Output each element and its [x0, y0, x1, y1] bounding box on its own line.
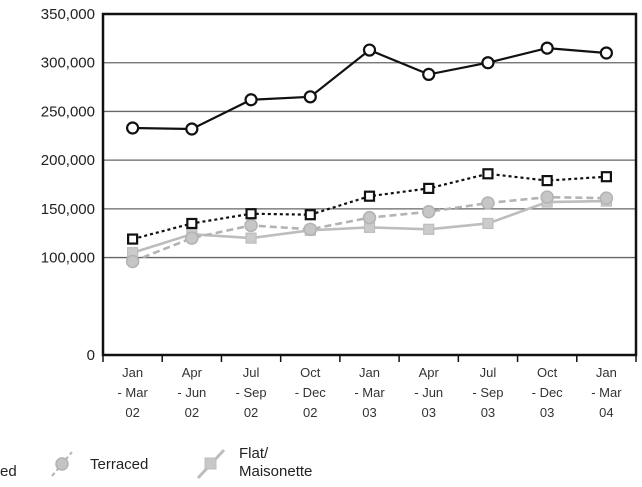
y-tick-label: 300,000: [41, 55, 95, 72]
y-tick-label: 0: [87, 347, 95, 364]
point-series-1: [482, 168, 494, 180]
legend-label-ed: ed: [0, 463, 17, 480]
x-tick-label: Oct - Dec 02: [295, 365, 327, 420]
legend-swatch-flat-maisonette: [196, 448, 226, 480]
point-series-1: [186, 217, 198, 230]
y-tick-label: 100,000: [41, 250, 95, 267]
point-ed: [540, 41, 554, 55]
series-markers: [125, 41, 614, 269]
plot-frame: [101, 12, 638, 357]
point-terraced: [303, 222, 318, 237]
point-terraced: [540, 190, 554, 204]
point-series-1: [423, 182, 435, 194]
point-terraced: [244, 218, 258, 233]
point-terraced: [421, 205, 436, 219]
x-tick-label: Apr - Jun 02: [177, 365, 206, 420]
x-tick-label: Jan - Mar 04: [591, 365, 622, 420]
legend-label-terraced: Terraced: [90, 456, 148, 473]
y-tick-label: 250,000: [41, 103, 95, 120]
point-ed: [126, 121, 140, 135]
legend-label-flat-line2: Maisonette: [239, 463, 312, 480]
point-ed: [244, 93, 258, 107]
point-series-1: [541, 175, 553, 187]
point-ed: [422, 67, 436, 82]
legend-swatch-terraced: [51, 451, 73, 477]
point-terraced: [185, 231, 199, 245]
point-series-1: [363, 190, 376, 202]
point-ed: [185, 122, 199, 136]
point-ed: [303, 90, 317, 104]
x-tick-label: Apr - Jun 03: [414, 365, 443, 420]
point-terraced: [362, 210, 377, 225]
x-tick-label: Jan - Mar 02: [117, 365, 148, 420]
point-series-1: [304, 209, 316, 221]
y-tick-label: 350,000: [41, 6, 95, 23]
x-tick-label: Oct - Dec 03: [532, 365, 564, 420]
point-terraced: [481, 196, 495, 210]
point-ed: [481, 56, 495, 70]
y-tick-label: 200,000: [41, 152, 95, 169]
point-series-1: [600, 171, 612, 183]
y-tick-label: 150,000: [41, 201, 95, 218]
legend-label-flat-line1: Flat/: [239, 445, 269, 462]
legend-label-flat-maisonette: Flat/ Maisonette: [239, 445, 312, 480]
point-flat-maisonette: [245, 232, 257, 244]
gridlines: [103, 62, 636, 259]
series-line-ed: [132, 46, 607, 131]
x-tick-label: Jan - Mar 03: [354, 365, 385, 420]
point-series-1: [127, 233, 139, 245]
legend: ed Terraced Flat/ Maisonette: [0, 445, 312, 480]
point-ed: [599, 46, 613, 60]
point-flat-maisonette: [482, 217, 494, 230]
x-axis-ticks: Jan - Mar 02 Apr - Jun 02 Jul - Sep 02 Oct - Dec 02…: [102, 355, 637, 420]
point-ed: [362, 43, 377, 57]
point-series-1: [245, 208, 257, 220]
point-terraced: [599, 191, 614, 205]
point-flat-maisonette: [423, 223, 435, 235]
y-axis-ticks: 0 100,000 150,000 200,000 250,000 300,000 350,…: [41, 6, 95, 364]
x-tick-label: Jul - Sep 02: [236, 365, 267, 420]
x-tick-label: Jul - Sep 03: [472, 365, 503, 420]
point-terraced: [125, 254, 140, 269]
